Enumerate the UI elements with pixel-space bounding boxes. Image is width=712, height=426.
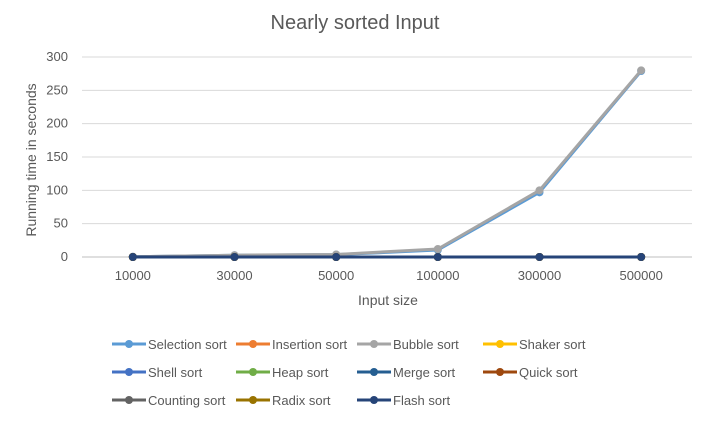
x-tick-label: 500000 [619, 268, 662, 283]
series-line [131, 68, 643, 259]
data-point [230, 253, 239, 261]
data-point [433, 253, 442, 261]
gridlines [82, 56, 692, 258]
legend-swatch-marker [125, 340, 133, 348]
legend: Selection sort Insertion sort Bubble sort S… [112, 337, 586, 408]
legend-item: Radix sort [236, 393, 331, 408]
legend-label: Selection sort [148, 337, 227, 352]
legend-item: Merge sort [357, 365, 456, 380]
legend-swatch-marker [370, 340, 378, 348]
legend-label: Merge sort [393, 365, 456, 380]
legend-label: Counting sort [148, 393, 226, 408]
legend-swatch-marker [496, 368, 504, 376]
legend-swatch-marker [249, 396, 257, 404]
y-tick-label: 200 [46, 116, 68, 131]
x-axis-ticks: 10000 30000 50000 100000 300000 500000 [115, 268, 663, 283]
legend-item: Shaker sort [483, 337, 586, 352]
legend-label: Shell sort [148, 365, 203, 380]
legend-label: Flash sort [393, 393, 450, 408]
series-line [131, 69, 643, 259]
legend-swatch-marker [125, 396, 133, 404]
legend-item: Shell sort [112, 365, 203, 380]
data-point [332, 253, 341, 261]
chart-title: Nearly sorted Input [271, 12, 440, 34]
data-point [535, 253, 544, 261]
legend-item: Counting sort [112, 393, 226, 408]
legend-swatch-marker [370, 396, 378, 404]
legend-item: Heap sort [236, 365, 329, 380]
data-point [128, 253, 137, 261]
data-point [433, 245, 442, 253]
series-selection-sort [128, 67, 646, 261]
x-tick-label: 50000 [318, 268, 354, 283]
y-axis-ticks: 0 50 100 150 200 250 300 [46, 49, 68, 264]
y-tick-label: 0 [61, 249, 68, 264]
legend-label: Shaker sort [519, 337, 586, 352]
series-lines [128, 66, 646, 261]
series-flash-sort [128, 253, 646, 261]
x-axis-title: Input size [358, 292, 418, 308]
legend-item: Flash sort [357, 393, 450, 408]
legend-item: Bubble sort [357, 337, 459, 352]
x-tick-label: 10000 [115, 268, 151, 283]
y-tick-label: 50 [54, 216, 68, 231]
y-axis-title: Running time in seconds [23, 83, 39, 236]
y-tick-label: 300 [46, 49, 68, 64]
y-tick-label: 250 [46, 82, 68, 97]
legend-swatch-marker [125, 368, 133, 376]
legend-item: Insertion sort [236, 337, 348, 352]
legend-swatch-marker [370, 368, 378, 376]
x-tick-label: 30000 [216, 268, 252, 283]
series-bubble-sort [128, 66, 646, 261]
x-tick-label: 100000 [416, 268, 459, 283]
legend-label: Heap sort [272, 365, 329, 380]
y-tick-label: 150 [46, 149, 68, 164]
legend-swatch-marker [249, 368, 257, 376]
legend-label: Quick sort [519, 365, 578, 380]
data-point [535, 186, 544, 195]
legend-label: Radix sort [272, 393, 331, 408]
legend-swatch-marker [496, 340, 504, 348]
data-point [637, 253, 646, 261]
legend-item: Selection sort [112, 337, 227, 352]
legend-label: Insertion sort [272, 337, 348, 352]
x-tick-label: 300000 [518, 268, 561, 283]
legend-swatch-marker [249, 340, 257, 348]
data-point [637, 66, 646, 75]
y-tick-label: 100 [46, 182, 68, 197]
legend-label: Bubble sort [393, 337, 459, 352]
legend-item: Quick sort [483, 365, 578, 380]
